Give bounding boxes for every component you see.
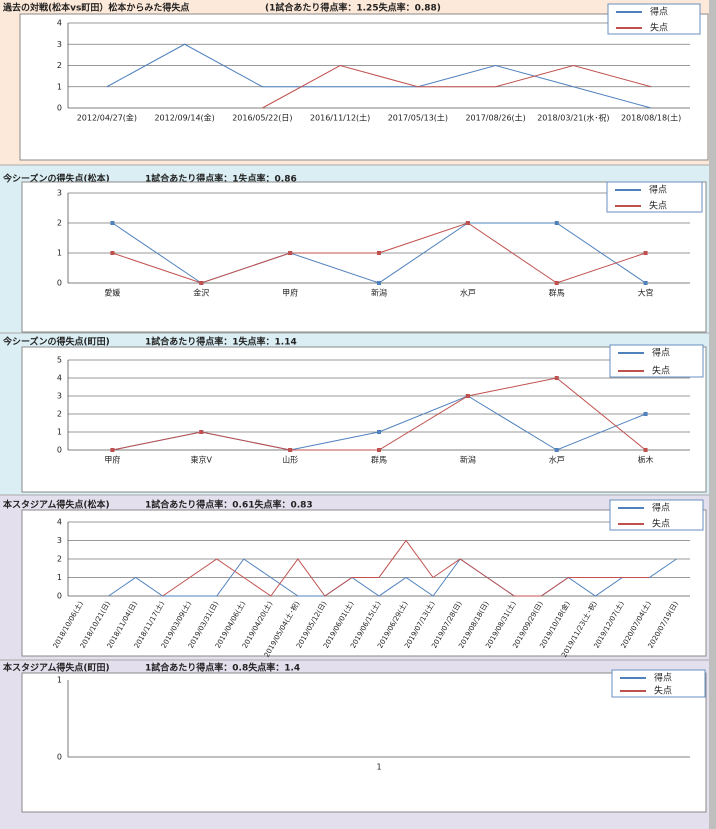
point-marker	[465, 394, 470, 398]
legend-label: 得点	[652, 502, 670, 514]
y-tick-label: 0	[57, 592, 62, 601]
chart-box	[21, 181, 707, 333]
legend-label: 得点	[654, 672, 672, 684]
chart-title: 本スタジアム得失点(町田)	[3, 662, 110, 674]
x-tick-label: 2012/04/27(金)	[77, 113, 137, 123]
x-tick-label: 新潟	[460, 455, 476, 465]
x-tick-label: 甲府	[282, 288, 298, 298]
chart-box	[21, 672, 707, 813]
x-tick-label: 栃木	[638, 455, 654, 465]
chart-subtitle: 1試合あたり得点率：1失点率：1.14	[145, 336, 297, 348]
y-tick-label: 2	[57, 410, 62, 419]
point-marker	[288, 448, 293, 452]
chart-subtitle: (1試合あたり得点率：1.25失点率：0.88)	[265, 2, 441, 14]
x-tick-label: 水戸	[460, 288, 476, 298]
y-tick-label: 3	[57, 536, 62, 545]
x-tick-label: 2016/05/22(日)	[232, 114, 292, 123]
y-tick-label: 1	[57, 428, 62, 437]
legend-label: 失点	[649, 200, 667, 212]
y-tick-label: 1	[57, 573, 62, 582]
scroll-edge	[709, 0, 716, 829]
chart-subtitle: 1試合あたり得点率：0.61失点率：0.83	[145, 499, 313, 511]
chart-title: 本スタジアム得失点(松本)	[3, 499, 110, 511]
point-marker	[643, 412, 648, 416]
x-tick-label: 2018/08/18(土)	[621, 113, 681, 123]
x-tick-label: 2017/08/26(土)	[465, 113, 525, 123]
point-marker	[288, 251, 293, 255]
point-marker	[110, 251, 115, 255]
point-marker	[554, 281, 559, 285]
point-marker	[199, 281, 204, 285]
x-tick-label: 愛媛	[104, 288, 120, 298]
x-tick-label: 群馬	[371, 455, 387, 465]
chart-box	[21, 509, 707, 657]
y-tick-label: 0	[57, 753, 62, 762]
series-line	[162, 539, 650, 597]
y-tick-label: 2	[57, 61, 62, 70]
point-marker	[377, 281, 381, 285]
chart-title: 今シーズンの得失点(町田)	[2, 336, 110, 348]
x-tick-label: 群馬	[549, 288, 565, 298]
y-tick-label: 1	[57, 249, 62, 258]
y-tick-label: 0	[57, 279, 62, 288]
point-marker	[554, 448, 559, 452]
x-tick-label: 金沢	[193, 288, 209, 298]
y-tick-label: 3	[57, 392, 62, 401]
y-tick-label: 0	[57, 104, 62, 113]
legend-label: 得点	[649, 184, 667, 196]
x-tick-label: 山形	[282, 455, 298, 465]
legend-label: 失点	[652, 365, 670, 377]
legend-label: 失点	[654, 685, 672, 697]
point-marker	[110, 221, 115, 225]
y-tick-label: 4	[57, 19, 62, 28]
series-line	[108, 558, 677, 597]
y-tick-label: 5	[57, 356, 62, 365]
point-marker	[465, 221, 470, 225]
x-tick-label: 2016/11/12(土)	[310, 113, 370, 123]
x-tick-label: 2012/09/14(金)	[154, 113, 214, 123]
y-tick-label: 1	[57, 82, 62, 91]
point-marker	[199, 430, 204, 434]
y-tick-label: 2	[57, 219, 62, 228]
x-tick-label: 大宮	[638, 288, 654, 298]
legend-label: 失点	[652, 518, 670, 530]
legend-label: 得点	[652, 347, 670, 359]
point-marker	[643, 281, 648, 285]
y-tick-label: 2	[57, 555, 62, 564]
x-tick-label: 1	[376, 763, 381, 772]
point-marker	[377, 448, 381, 452]
y-tick-label: 3	[57, 189, 62, 198]
point-marker	[110, 448, 115, 452]
x-tick-label: 2018/03/21(水･祝)	[537, 113, 609, 123]
chart-subtitle: 1試合あたり得点率：0.8失点率：1.4	[145, 662, 300, 674]
point-marker	[554, 376, 559, 380]
y-tick-label: 4	[57, 518, 62, 527]
x-tick-label: 水戸	[549, 455, 565, 465]
x-tick-label: 新潟	[371, 288, 387, 298]
point-marker	[643, 448, 648, 452]
legend-label: 得点	[650, 6, 668, 18]
legend-label: 失点	[650, 22, 668, 34]
y-tick-label: 0	[57, 446, 62, 455]
x-tick-label: 甲府	[104, 455, 120, 465]
point-marker	[377, 251, 381, 255]
chart-title: 過去の対戦(松本vs町田）松本からみた得失点	[2, 2, 189, 14]
x-tick-label: 東京V	[191, 455, 213, 465]
y-tick-label: 4	[57, 374, 62, 383]
x-tick-label: 2017/05/13(土)	[388, 113, 448, 123]
legend-box	[611, 669, 706, 698]
y-tick-label: 3	[57, 40, 62, 49]
series-line	[106, 43, 652, 109]
point-marker	[377, 430, 381, 434]
y-tick-label: 1	[57, 676, 62, 685]
series-line	[262, 64, 652, 109]
chart-box	[21, 346, 707, 493]
point-marker	[554, 221, 559, 225]
point-marker	[643, 251, 648, 255]
